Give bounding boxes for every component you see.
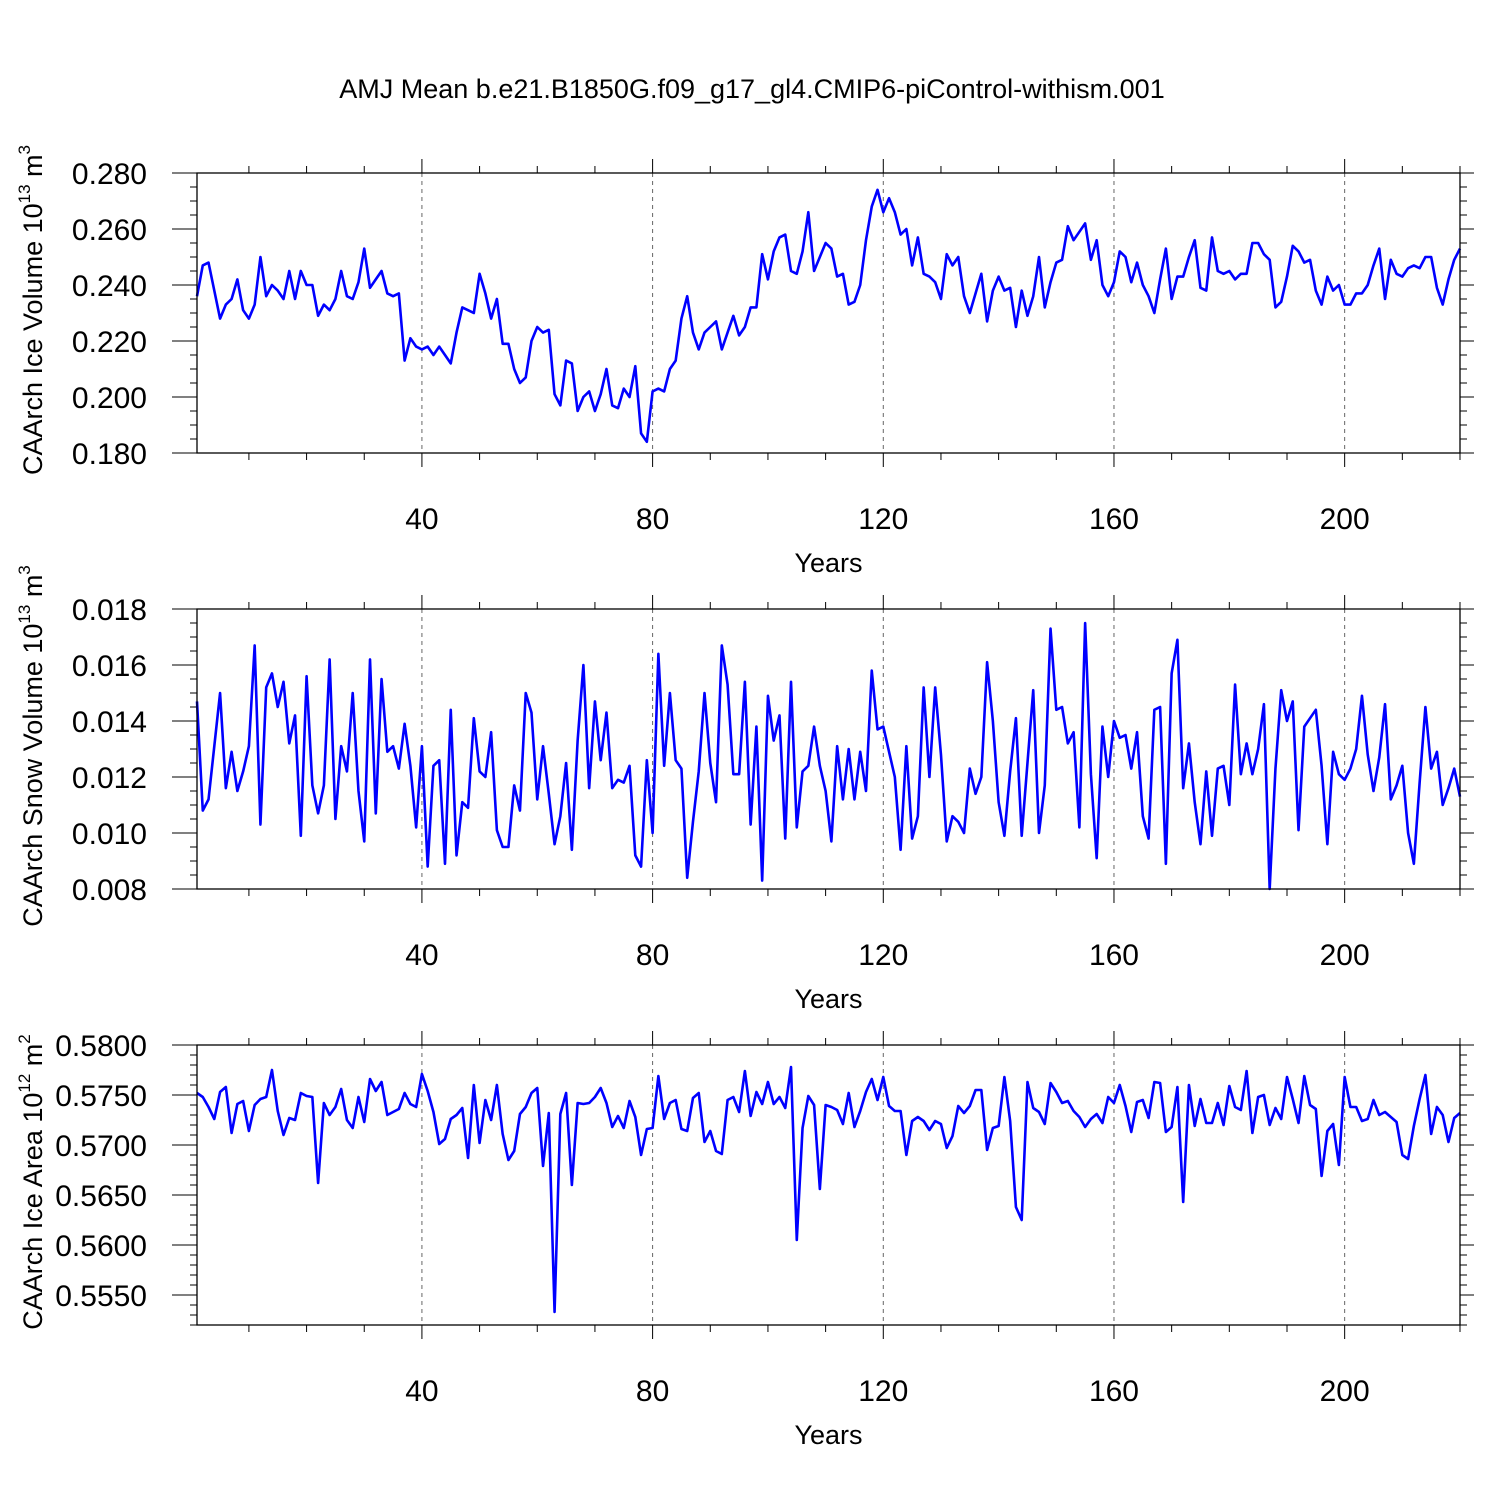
x-tick-label: 80 (636, 1375, 669, 1408)
chart-title: AMJ Mean b.e21.B1850G.f09_g17_gl4.CMIP6-… (339, 74, 1164, 104)
y-tick-label: 0.016 (72, 650, 147, 683)
x-tick-label: 200 (1320, 503, 1370, 536)
y-axis-label: CAArch Snow Volume 1013 m3 (15, 565, 48, 927)
plot-frame (196, 608, 1461, 890)
series-line (195, 188, 1462, 444)
y-axis-label-unit: m (18, 1044, 48, 1074)
y-tick-label: 0.014 (72, 706, 147, 739)
panel-2: 0.008 0.010 0.012 0.014 0.016 0.018 40 80 120 160… (15, 565, 1474, 1014)
x-tick-label: 120 (858, 1375, 908, 1408)
y-axis-label-unit-exponent: 2 (15, 1034, 34, 1043)
y-axis-label-unit: m (18, 575, 48, 605)
y-tick-label: 0.008 (72, 874, 147, 907)
x-tick-label: 80 (636, 503, 669, 536)
x-tick-label: 120 (858, 939, 908, 972)
y-axis-label-main: CAArch Ice Volume 10 (18, 203, 48, 475)
y-tick-label: 0.180 (72, 438, 147, 471)
x-tick-label: 200 (1320, 1375, 1370, 1408)
x-tick-label: 160 (1089, 939, 1139, 972)
y-tick-label: 0.010 (72, 818, 147, 851)
x-axis-label: Years (794, 548, 862, 578)
plot-frame (196, 1044, 1461, 1326)
panel-3: 0.5550 0.5600 0.5650 0.5700 0.5750 0.5800 40 80… (15, 1030, 1474, 1450)
x-tick-label: 160 (1089, 1375, 1139, 1408)
y-axis-label-exponent: 13 (15, 184, 34, 203)
x-tick-label: 40 (405, 1375, 438, 1408)
x-tick-label: 40 (405, 503, 438, 536)
y-tick-label: 0.5550 (55, 1280, 147, 1313)
y-tick-label: 0.012 (72, 762, 147, 795)
x-axis-label: Years (794, 984, 862, 1014)
y-tick-label: 0.5650 (55, 1180, 147, 1213)
y-axis-label-main: CAArch Snow Volume 10 (18, 624, 48, 927)
y-tick-label: 0.260 (72, 214, 147, 247)
y-tick-label: 0.018 (72, 594, 147, 627)
y-tick-label: 0.5700 (55, 1130, 147, 1163)
x-tick-label: 200 (1320, 939, 1370, 972)
panels: 0.180 0.200 0.220 0.240 0.260 0.280 40 80 120 160… (15, 145, 1474, 1450)
x-tick-label: 40 (405, 939, 438, 972)
y-axis-label-unit-exponent: 3 (15, 565, 34, 574)
x-tick-label: 120 (858, 503, 908, 536)
x-tick-label: 80 (636, 939, 669, 972)
x-axis-label: Years (794, 1420, 862, 1450)
y-tick-label: 0.5800 (55, 1030, 147, 1063)
y-axis-label: CAArch Ice Area 1012 m2 (15, 1034, 48, 1330)
panel-1: 0.180 0.200 0.220 0.240 0.260 0.280 40 80 120 160… (15, 145, 1474, 578)
y-axis-label-unit-exponent: 3 (15, 145, 34, 154)
y-axis-label-unit: m (18, 154, 48, 184)
y-tick-label: 0.5600 (55, 1230, 147, 1263)
y-tick-label: 0.280 (72, 158, 147, 191)
series-line (196, 1065, 1461, 1314)
y-axis-label-main: CAArch Ice Area 10 (18, 1093, 48, 1330)
y-tick-label: 0.220 (72, 326, 147, 359)
plot-frame (196, 172, 1461, 454)
y-tick-label: 0.5750 (55, 1080, 147, 1113)
y-axis-label: CAArch Ice Volume 1013 m3 (15, 145, 48, 475)
series-line (195, 621, 1462, 891)
y-axis-label-exponent: 13 (15, 605, 34, 624)
x-tick-label: 160 (1089, 503, 1139, 536)
y-tick-label: 0.240 (72, 270, 147, 303)
y-axis-label-exponent: 12 (15, 1074, 34, 1093)
y-tick-label: 0.200 (72, 382, 147, 415)
